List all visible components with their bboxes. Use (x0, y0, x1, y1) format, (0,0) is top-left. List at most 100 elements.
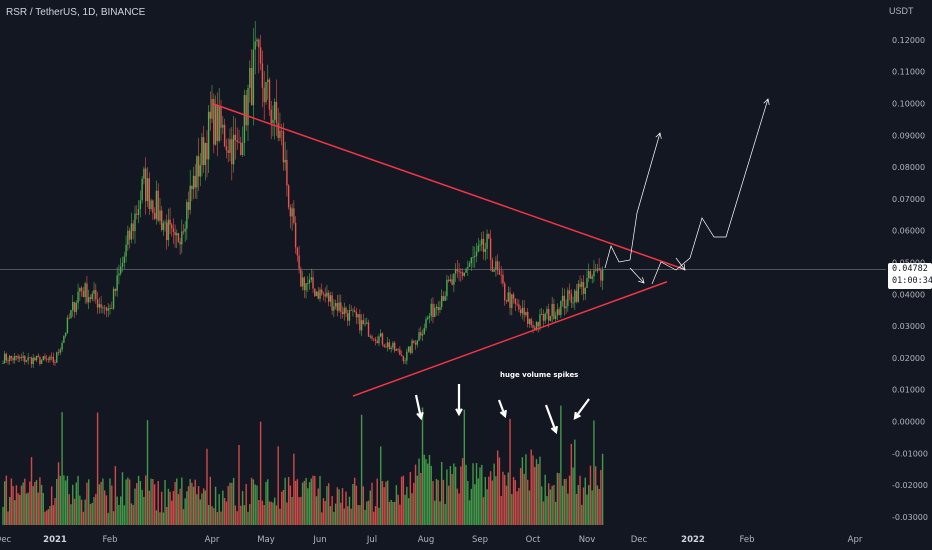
candle-body (54, 362, 56, 364)
volume-bar (29, 481, 31, 525)
volume-bar (245, 484, 247, 525)
currency-label[interactable]: USDT (889, 6, 914, 16)
volume-bar (139, 481, 142, 525)
volume-bar (294, 480, 297, 525)
candle-body (514, 298, 517, 304)
y-tick-label: -0.01000 (892, 449, 928, 458)
volume-bar (489, 471, 492, 525)
volume-bar (421, 407, 424, 525)
volume-spike-arrow-head (550, 425, 558, 435)
volume-bar (176, 478, 178, 525)
candle-body (231, 139, 233, 165)
support-trendline[interactable] (352, 281, 668, 397)
volume-bar (287, 476, 290, 525)
volume-bar (206, 448, 208, 525)
candle-body (380, 333, 382, 337)
volume-bar (143, 496, 145, 525)
candle-body (594, 270, 597, 272)
candle-body (479, 244, 481, 246)
candle-body (409, 346, 412, 353)
volume-bar (102, 478, 104, 525)
candle-body (77, 291, 79, 303)
candle-body (75, 302, 77, 312)
volume-bar (523, 473, 525, 525)
volume-bar (280, 491, 283, 525)
volume-bar (194, 479, 196, 525)
candle-body (544, 313, 546, 321)
candle-body (600, 270, 602, 281)
volume-bar (561, 485, 564, 525)
candle-body (593, 270, 595, 277)
candle-body (112, 288, 115, 309)
candle-body (432, 303, 434, 318)
volume-bar (27, 492, 29, 525)
volume-bar (496, 450, 499, 525)
volume-bar (34, 481, 36, 525)
candle-body (153, 212, 156, 219)
candle-body (270, 109, 272, 124)
candle-body (581, 281, 583, 287)
candle-body (27, 357, 29, 361)
y-tick-label: 0.08000 (892, 163, 925, 172)
volume-bar (432, 481, 434, 525)
volume-bar (468, 500, 471, 525)
volume-bar (446, 469, 448, 525)
volume-bar (116, 496, 118, 525)
candle-body (189, 185, 191, 210)
candle-body (505, 300, 508, 302)
volume-bar (182, 509, 185, 525)
volume-bar (103, 490, 106, 525)
projection-arrow-2-head (638, 277, 645, 284)
candle-body (568, 290, 571, 294)
trendlines[interactable] (211, 102, 683, 397)
volume-bar (35, 480, 38, 525)
candle-body (14, 356, 16, 361)
resistance-trendline[interactable] (211, 102, 683, 270)
volume-bar (541, 486, 543, 525)
volume-bar (347, 506, 349, 525)
candle-body (80, 287, 83, 291)
candle-body (256, 39, 258, 42)
volume-bar (307, 488, 309, 525)
volume-bar (61, 412, 63, 525)
candle-body (277, 122, 279, 138)
candle-body (364, 323, 366, 325)
candle-body (534, 327, 536, 330)
volume-bar (314, 475, 316, 525)
symbol-title[interactable]: RSR / TetherUS, 1D, BINANCE (6, 7, 146, 18)
current-price-label: 0.04782 01:00:34 (888, 263, 932, 289)
volume-bar (72, 484, 74, 525)
candle-body (169, 219, 171, 225)
candle-body (259, 47, 262, 64)
candle-body (159, 210, 161, 221)
volume-bar (425, 459, 427, 525)
volume-bar (96, 412, 99, 525)
y-tick-label: 0.12000 (892, 36, 925, 45)
candle-body (49, 356, 51, 360)
candle-body (291, 208, 293, 217)
candle-body (152, 200, 154, 213)
volume-bar (482, 497, 485, 525)
candle-body (136, 213, 138, 215)
candle-body (546, 308, 548, 314)
volume-bar (596, 485, 599, 525)
candle-body (132, 223, 134, 232)
volume-bar (66, 475, 69, 525)
candle-body (456, 269, 459, 271)
candle-body (265, 82, 267, 103)
candle-body (488, 233, 490, 239)
candle-body (393, 342, 396, 351)
volume-bar (254, 484, 256, 525)
volume-bar (268, 501, 271, 525)
candle-body (261, 63, 264, 88)
candle-body (402, 356, 405, 362)
volume-bar (343, 508, 345, 525)
volume-bar (409, 471, 412, 525)
volume-bar (539, 456, 541, 525)
candle-body (88, 297, 90, 303)
candle-body (148, 178, 150, 209)
candle-body (15, 356, 18, 357)
volume-bar (465, 464, 467, 525)
candle-body (427, 317, 429, 320)
